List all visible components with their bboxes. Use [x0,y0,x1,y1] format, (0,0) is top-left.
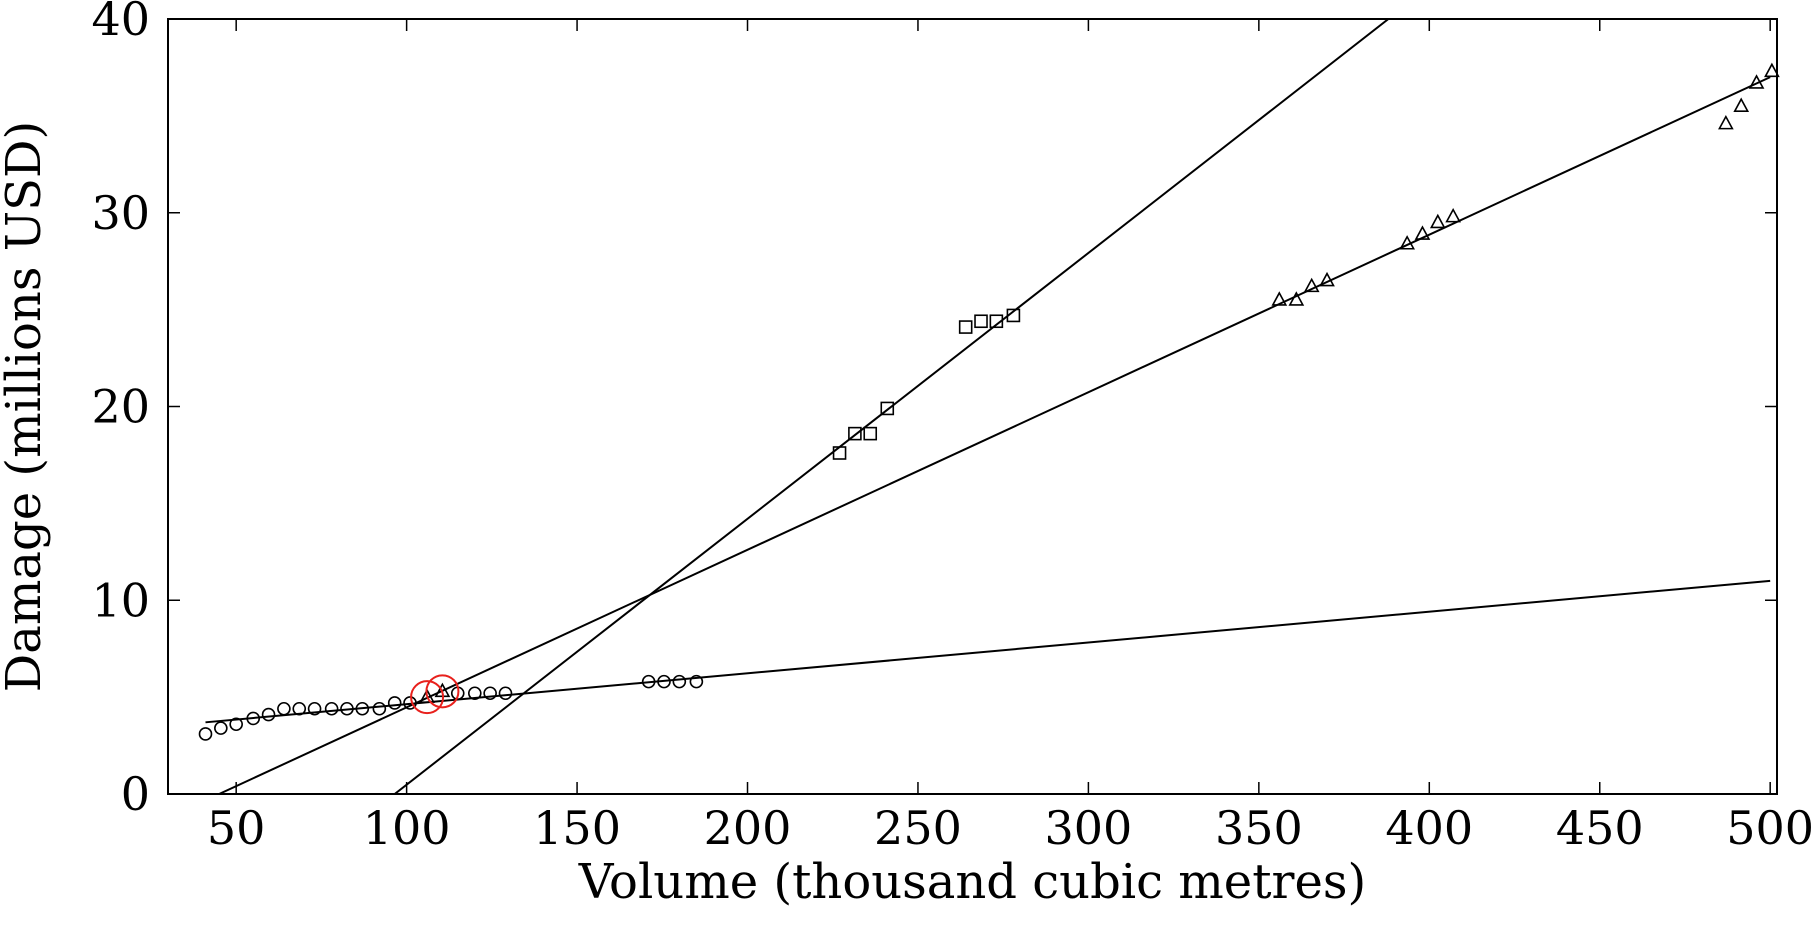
x-tick-label: 50 [207,801,266,855]
x-tick-label: 350 [1215,801,1303,855]
x-tick-label: 500 [1726,801,1814,855]
data-point-square [832,446,847,460]
data-point-circle [307,701,322,716]
x-axis-label: Volume (thousand cubic metres) [578,854,1366,910]
data-point-triangle [1748,74,1765,89]
data-point-triangle [1303,277,1320,293]
data-point-circle [214,721,228,735]
data-point-circle [372,701,387,716]
data-point-triangle [1399,235,1415,250]
data-point-circle [657,674,671,689]
x-tick-label: 250 [874,801,962,855]
data-point-circle [246,711,261,726]
data-point-circle [468,686,482,701]
data-point-triangle [1429,213,1446,229]
data-point-square [974,314,988,329]
data-point-circle [277,701,291,716]
data-point-triangle [1718,114,1734,130]
x-tick-label: 150 [533,801,621,855]
fit-line-circle [205,579,1771,724]
data-point-triangle [1764,62,1780,78]
x-tick-label: 200 [704,801,792,855]
y-tick-label: 40 [91,0,150,46]
data-point-circle [387,696,402,710]
x-tick-label: 100 [363,801,451,855]
y-tick-label: 20 [91,380,150,434]
highlight-circle [425,674,460,709]
data-point-circle [340,701,354,716]
data-point-circle [355,701,370,716]
y-tick-label: 0 [121,767,150,821]
y-tick-label: 10 [91,573,150,627]
fit-line-triangle [218,76,1771,794]
data-point-circle [641,674,656,689]
data-point-circle [483,686,497,701]
data-point-square [989,314,1004,329]
plot-frame [167,18,1778,795]
x-tick-label: 450 [1556,801,1644,855]
data-point-circle [672,674,687,689]
y-axis-label: Damage (millions USD) [0,121,52,693]
data-point-square [863,426,878,441]
data-point-circle [261,707,276,722]
data-point-circle [324,701,339,716]
data-point-triangle [419,688,435,703]
data-point-triangle [1288,291,1305,306]
data-point-triangle [1271,291,1288,306]
data-point-triangle [1445,207,1461,223]
data-point-triangle [1319,271,1335,287]
data-point-square [958,320,973,334]
y-tick-label: 30 [91,186,150,240]
data-point-square [880,401,895,416]
data-point-circle [292,701,307,716]
x-tick-label: 400 [1385,801,1473,855]
data-point-circle [403,696,417,710]
data-point-circle [689,674,704,689]
fit-line-square [394,19,1390,794]
highlight-circle [410,680,445,715]
x-tick-label: 300 [1044,801,1132,855]
data-point-triangle [1414,225,1431,240]
data-point-circle [229,717,243,732]
data-point-square [1006,308,1021,323]
data-point-square [848,426,862,441]
data-point-triangle [1733,97,1750,112]
data-point-circle [198,727,213,741]
data-point-circle [498,686,513,701]
